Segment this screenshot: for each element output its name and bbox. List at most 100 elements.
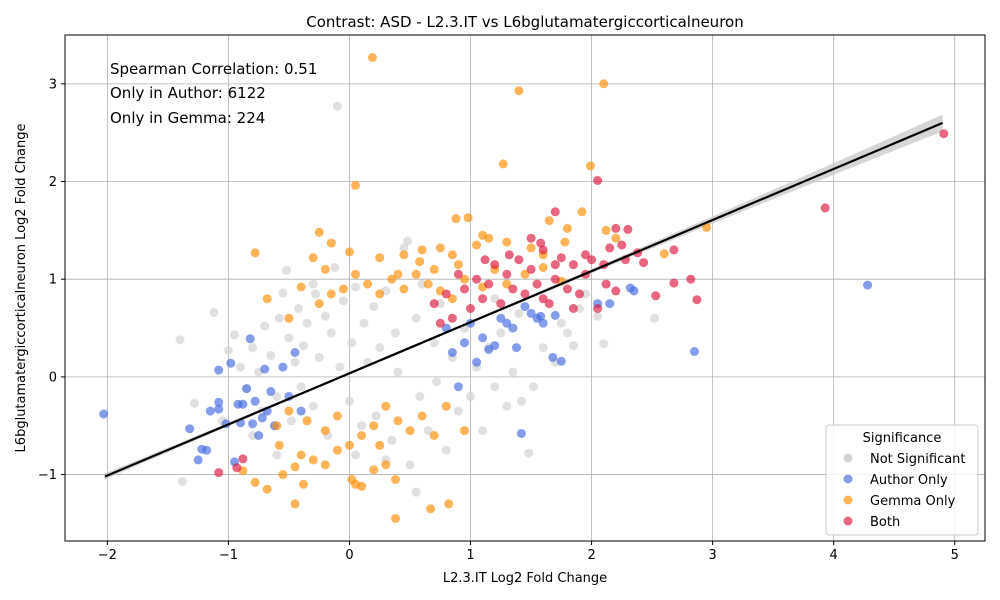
- data-point-gemma-only: [463, 213, 473, 223]
- data-point-author-only: [202, 445, 212, 455]
- data-point-author-only: [214, 397, 224, 407]
- data-point-both: [441, 289, 451, 299]
- data-point-both: [939, 129, 949, 139]
- data-point-gemma-only: [375, 289, 385, 299]
- data-point-not-significant: [411, 313, 421, 323]
- data-point-not-significant: [502, 401, 512, 411]
- legend-title: Significance: [863, 431, 942, 446]
- data-point-author-only: [548, 352, 558, 362]
- data-point-gemma-only: [429, 431, 439, 440]
- data-point-gemma-only: [502, 237, 512, 247]
- y-axis-ticks: −1 0 1 2 3: [38, 77, 65, 483]
- data-point-author-only: [550, 310, 560, 320]
- data-point-gemma-only: [326, 289, 336, 299]
- data-point-not-significant: [272, 450, 282, 460]
- data-point-both: [562, 284, 572, 294]
- data-point-gemma-only: [284, 313, 294, 323]
- data-point-gemma-only: [393, 416, 403, 426]
- data-point-both: [447, 313, 457, 323]
- data-point-gemma-only: [538, 263, 548, 272]
- data-point-gemma-only: [484, 233, 494, 243]
- y-axis-label: L6bglutamatergiccorticalneuron Log2 Fold…: [14, 124, 29, 453]
- data-point-both: [623, 224, 633, 234]
- data-point-gemma-only: [375, 440, 385, 450]
- x-tick-label: −2: [98, 548, 117, 563]
- data-point-both: [502, 269, 512, 279]
- data-point-not-significant: [466, 391, 475, 401]
- data-point-not-significant: [311, 289, 321, 299]
- regression-line: [104, 121, 944, 478]
- data-point-both: [526, 264, 536, 274]
- plot-area: [64, 34, 986, 542]
- data-point-not-significant: [351, 450, 360, 460]
- data-point-both: [496, 299, 506, 309]
- data-points: [99, 53, 949, 523]
- data-point-not-significant: [230, 330, 239, 340]
- data-point-author-only: [99, 409, 109, 419]
- data-point-gemma-only: [314, 299, 324, 309]
- data-point-author-only: [496, 313, 506, 323]
- data-point-author-only: [254, 431, 264, 440]
- data-point-gemma-only: [296, 282, 306, 292]
- data-point-not-significant: [650, 313, 659, 323]
- data-point-not-significant: [441, 445, 451, 455]
- data-point-not-significant: [369, 302, 379, 312]
- data-point-not-significant: [432, 377, 442, 387]
- data-point-gemma-only: [369, 421, 379, 431]
- data-point-gemma-only: [284, 406, 294, 416]
- data-point-gemma-only: [290, 499, 300, 509]
- data-point-gemma-only: [290, 462, 300, 472]
- data-point-gemma-only: [451, 214, 461, 224]
- data-point-gemma-only: [314, 227, 324, 237]
- data-point-gemma-only: [274, 440, 284, 450]
- data-point-not-significant: [508, 367, 518, 377]
- data-point-gemma-only: [498, 159, 508, 169]
- data-point-not-significant: [302, 318, 312, 328]
- data-point-not-significant: [294, 304, 304, 313]
- series-both: [214, 129, 949, 478]
- data-point-author-only: [453, 382, 463, 392]
- data-point-author-only: [257, 413, 267, 423]
- data-point-gemma-only: [320, 460, 330, 470]
- data-point-gemma-only: [250, 477, 260, 487]
- data-point-gemma-only: [417, 245, 427, 255]
- data-point-both: [466, 304, 475, 313]
- data-point-both: [568, 260, 578, 270]
- x-axis-ticks: −2 −1 0 1 2 3 4 5: [98, 541, 959, 563]
- data-point-not-significant: [411, 487, 421, 497]
- x-tick-label: 1: [466, 548, 474, 563]
- regression-line-path: [104, 121, 944, 478]
- data-point-not-significant: [223, 346, 233, 355]
- data-point-gemma-only: [460, 426, 469, 436]
- data-point-both: [669, 278, 679, 288]
- data-point-both: [686, 274, 696, 284]
- data-point-not-significant: [236, 362, 245, 372]
- data-point-not-significant: [453, 406, 463, 416]
- data-point-author-only: [536, 311, 546, 321]
- data-point-author-only: [556, 356, 566, 366]
- data-point-gemma-only: [299, 479, 308, 489]
- data-point-author-only: [185, 424, 195, 434]
- data-point-both: [478, 294, 488, 304]
- data-point-gemma-only: [562, 223, 572, 233]
- data-point-not-significant: [347, 338, 357, 348]
- data-point-not-significant: [272, 391, 282, 401]
- data-point-not-significant: [375, 343, 385, 353]
- data-point-not-significant: [190, 398, 199, 408]
- x-tick-label: 2: [587, 548, 595, 563]
- legend-marker-not-significant: [843, 453, 853, 463]
- data-point-author-only: [238, 399, 248, 409]
- data-point-gemma-only: [520, 269, 530, 279]
- data-point-not-significant: [371, 411, 381, 421]
- data-point-gemma-only: [308, 455, 318, 465]
- legend-label-not-significant: Not Significant: [870, 452, 966, 467]
- data-point-both: [484, 279, 494, 289]
- x-tick-label: 3: [708, 548, 716, 563]
- data-point-gemma-only: [357, 431, 367, 440]
- x-tick-label: −1: [219, 548, 238, 563]
- data-point-author-only: [260, 364, 270, 374]
- data-point-not-significant: [248, 343, 258, 353]
- data-point-both: [611, 223, 621, 233]
- data-point-gemma-only: [415, 257, 425, 267]
- data-point-both: [575, 289, 584, 299]
